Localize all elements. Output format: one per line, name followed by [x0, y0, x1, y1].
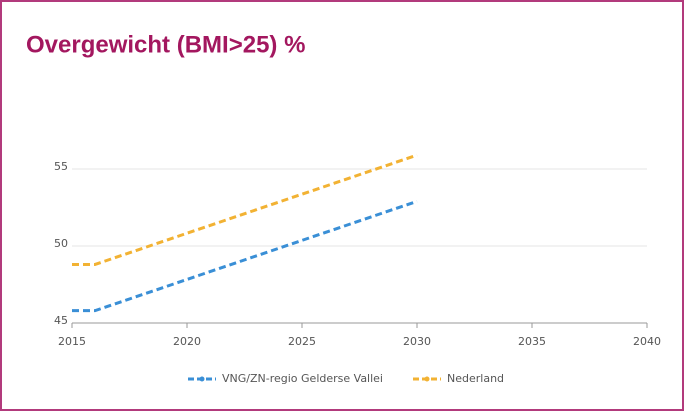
legend-label: VNG/ZN-regio Gelderse Vallei	[222, 372, 383, 385]
y-tick-label: 55	[54, 160, 68, 173]
x-tick-label: 2040	[633, 335, 661, 348]
legend-label: Nederland	[447, 372, 504, 385]
y-tick-label: 50	[54, 237, 68, 250]
series-line	[72, 199, 418, 313]
x-tick-label: 2025	[288, 335, 316, 348]
series-line	[72, 153, 418, 266]
x-tick-label: 2030	[403, 335, 431, 348]
y-tick-label: 45	[54, 314, 68, 327]
chart-title: Overgewicht (BMI>25) %	[26, 31, 305, 58]
x-tick-label: 2020	[173, 335, 201, 348]
x-tick-label: 2035	[518, 335, 546, 348]
legend-marker	[199, 376, 205, 382]
x-tick-label: 2015	[58, 335, 86, 348]
legend-marker	[424, 376, 430, 382]
